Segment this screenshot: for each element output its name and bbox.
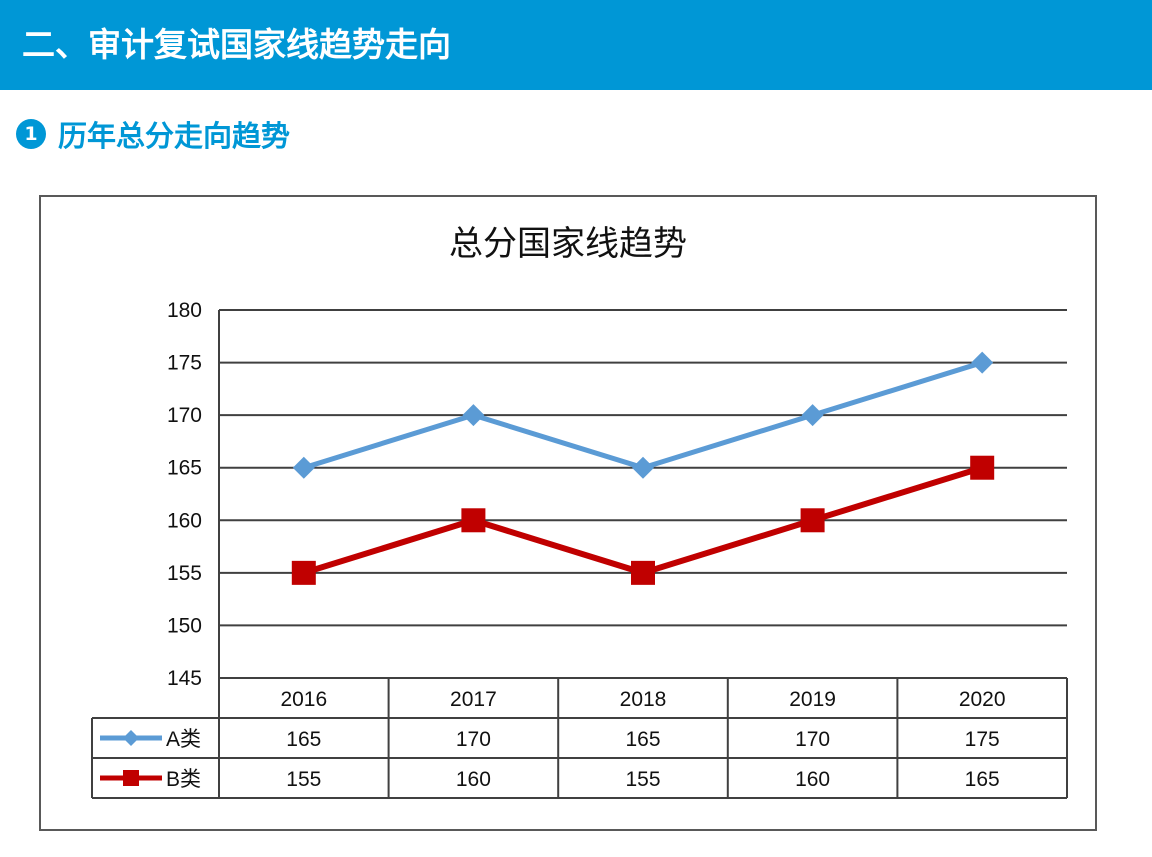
header-bar: 二、审计复试国家线趋势走向: [0, 0, 1152, 90]
legend-key-marker: [123, 730, 139, 746]
data-point: [462, 404, 485, 427]
data-label: 155: [625, 768, 660, 791]
data-label: 160: [795, 768, 830, 791]
data-label: 155: [286, 768, 321, 791]
data-label: 170: [456, 728, 491, 751]
data-label: 165: [965, 768, 1000, 791]
gridlines: [219, 309, 1067, 627]
legend-label: A类: [166, 728, 201, 751]
y-tick-label: 155: [167, 562, 202, 585]
x-tick-label: 2018: [620, 688, 667, 711]
data-point: [800, 508, 825, 533]
chart-frame: 总分国家线趋势 145 150 155 160 165 170 175 180 2016 201…: [39, 195, 1097, 831]
data-point: [970, 455, 995, 480]
x-tick-label: 2019: [789, 688, 836, 711]
x-tick-label: 2020: [959, 688, 1006, 711]
data-point: [631, 560, 655, 585]
data-point: [292, 456, 315, 479]
y-tick-label: 180: [167, 299, 202, 322]
data-label: 165: [286, 728, 321, 751]
x-tick-label: 2016: [280, 688, 327, 711]
series-markers: [291, 351, 995, 585]
y-tick-label: 175: [167, 352, 202, 375]
data-point: [291, 560, 316, 585]
data-label: 160: [456, 768, 491, 791]
data-point: [971, 351, 994, 374]
y-tick-label: 170: [167, 404, 202, 427]
data-point: [801, 404, 824, 427]
y-tick-label: 165: [167, 457, 202, 480]
section-heading: 1 历年总分走向趋势: [16, 112, 290, 156]
section-title: 历年总分走向趋势: [58, 119, 291, 153]
x-tick-label: 2017: [450, 688, 497, 711]
y-tick-label: 160: [167, 509, 202, 532]
y-tick-label: 150: [167, 614, 202, 637]
page-title: 二、审计复试国家线趋势走向: [22, 25, 451, 64]
y-axis: 145 150 155 160 165 170 175 180: [167, 299, 220, 690]
legend-key-marker: [123, 770, 139, 786]
y-tick-label: 145: [167, 667, 202, 690]
data-point: [632, 456, 654, 479]
data-label: 175: [965, 728, 1000, 751]
data-table: 2016 2017 2018 2019 2020 A类 165 170 165 170 175 B类 1…: [91, 677, 1068, 799]
data-label: 170: [795, 728, 830, 751]
data-point: [461, 508, 486, 533]
section-number-badge: 1: [16, 119, 46, 149]
legend-label: B类: [166, 768, 201, 791]
data-label: 165: [625, 728, 660, 751]
chart-title: 总分国家线趋势: [449, 224, 687, 264]
